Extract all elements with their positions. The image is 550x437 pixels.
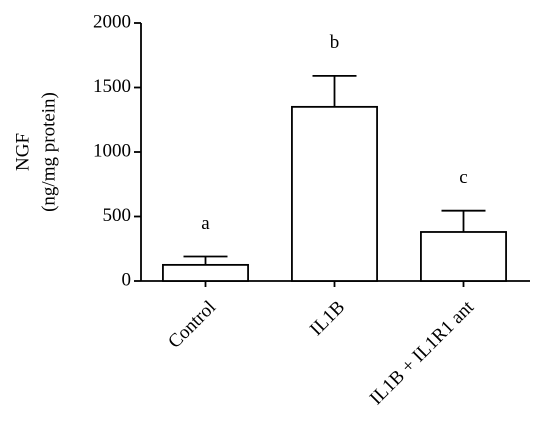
annotation: b [330, 32, 340, 53]
y-tick-label: 1000 [93, 140, 131, 161]
y-tick-label: 500 [103, 205, 132, 226]
x-tick-label: IL1B [306, 297, 349, 340]
y-axis-label: NGF [12, 133, 33, 171]
y-tick-label: 0 [122, 269, 132, 290]
annotation: a [201, 213, 210, 234]
y-axis-label: (ng/mg protein) [38, 92, 59, 212]
x-tick-label: Control [164, 297, 220, 353]
x-tick-label: IL1B + IL1R1 ant [366, 296, 479, 409]
y-tick-label: 1500 [93, 76, 131, 97]
y-tick-label: 2000 [93, 11, 131, 32]
annotation: c [459, 167, 467, 188]
bar [420, 231, 507, 282]
bar [162, 263, 249, 282]
bar [291, 105, 378, 282]
